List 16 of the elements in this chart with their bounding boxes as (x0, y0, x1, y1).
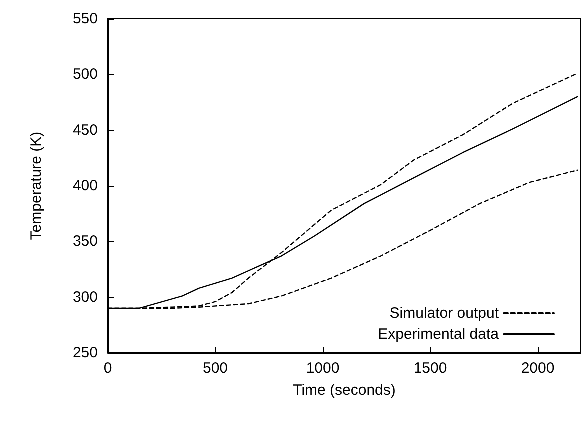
legend-label: Experimental data (378, 326, 500, 343)
y-axis-title: Temperature (K) (28, 132, 45, 240)
y-tick-label: 350 (72, 233, 98, 250)
legend-label: Simulator output (390, 305, 500, 322)
y-tick-label: 550 (72, 10, 98, 28)
y-tick-label: 300 (72, 288, 98, 306)
y-tick-label: 400 (72, 178, 98, 194)
y-tick-label: 450 (72, 122, 98, 139)
x-tick-label: 2000 (521, 360, 555, 377)
y-tick-label: 500 (72, 66, 98, 84)
x-tick-label: 500 (202, 360, 228, 377)
x-tick-label: 1000 (306, 360, 340, 377)
x-axis-title: Time (seconds) (293, 382, 396, 399)
x-tick-label: 1500 (414, 360, 448, 377)
y-tick-label: 250 (72, 344, 98, 362)
x-tick-label: 0 (104, 360, 112, 377)
